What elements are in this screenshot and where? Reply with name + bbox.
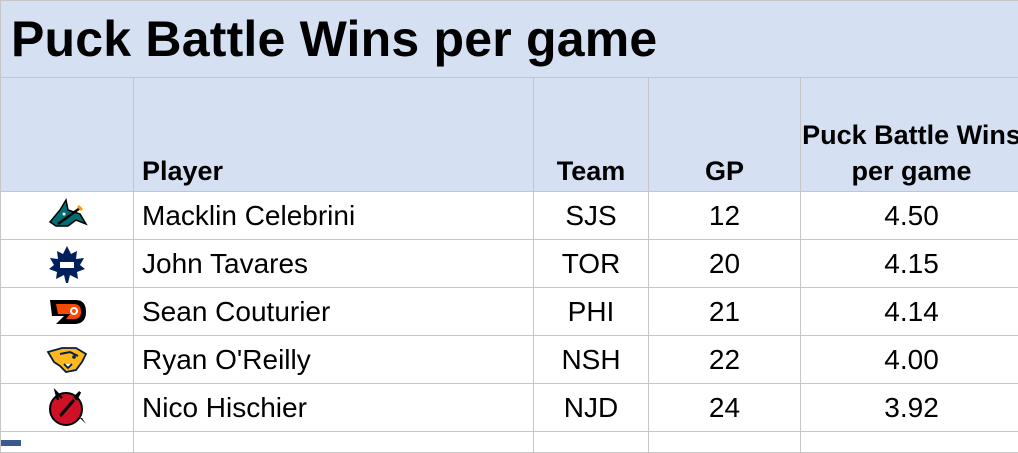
logo-cell[interactable] xyxy=(1,432,134,453)
games-played[interactable]: 22 xyxy=(649,336,801,384)
team-code[interactable]: NSH xyxy=(534,336,649,384)
puck-battle-value[interactable]: 4.15 xyxy=(801,240,1018,288)
spreadsheet: Puck Battle Wins per game Player Team GP… xyxy=(0,0,1018,436)
team-code[interactable]: TOR xyxy=(534,240,649,288)
table-row: Macklin Celebrini SJS 12 4.50 xyxy=(1,192,1018,240)
sharks-logo-icon xyxy=(46,196,88,236)
puck-battle-value[interactable]: 3.92 xyxy=(801,384,1018,432)
logo-cell[interactable] xyxy=(1,240,134,288)
partial-logo-icon xyxy=(1,440,21,446)
devils-logo-icon xyxy=(46,388,88,428)
empty-cell[interactable] xyxy=(801,432,1018,453)
empty-cell[interactable] xyxy=(649,432,801,453)
player-name[interactable]: Sean Couturier xyxy=(134,288,534,336)
puck-battle-value[interactable]: 4.00 xyxy=(801,336,1018,384)
games-played[interactable]: 24 xyxy=(649,384,801,432)
logo-cell[interactable] xyxy=(1,288,134,336)
player-name[interactable]: John Tavares xyxy=(134,240,534,288)
title-row: Puck Battle Wins per game xyxy=(1,1,1018,78)
team-code[interactable]: PHI xyxy=(534,288,649,336)
predators-logo-icon xyxy=(46,340,88,380)
table-row: John Tavares TOR 20 4.15 xyxy=(1,240,1018,288)
table-row-partial xyxy=(1,432,1018,453)
empty-cell[interactable] xyxy=(534,432,649,453)
header-gp[interactable]: GP xyxy=(649,78,801,192)
games-played[interactable]: 20 xyxy=(649,240,801,288)
table-row: Ryan O'Reilly NSH 22 4.00 xyxy=(1,336,1018,384)
table-row: Nico Hischier NJD 24 3.92 xyxy=(1,384,1018,432)
player-name[interactable]: Macklin Celebrini xyxy=(134,192,534,240)
player-name[interactable]: Ryan O'Reilly xyxy=(134,336,534,384)
table-row: Sean Couturier PHI 21 4.14 xyxy=(1,288,1018,336)
games-played[interactable]: 12 xyxy=(649,192,801,240)
header-team[interactable]: Team xyxy=(534,78,649,192)
empty-cell[interactable] xyxy=(134,432,534,453)
games-played[interactable]: 21 xyxy=(649,288,801,336)
sheet-title[interactable]: Puck Battle Wins per game xyxy=(1,1,1018,78)
logo-cell[interactable] xyxy=(1,192,134,240)
logo-cell[interactable] xyxy=(1,384,134,432)
header-player[interactable]: Player xyxy=(134,78,534,192)
header-row: Player Team GP Puck Battle Wins per game xyxy=(1,78,1018,192)
maple-leafs-logo-icon xyxy=(46,244,88,284)
player-name[interactable]: Nico Hischier xyxy=(134,384,534,432)
team-code[interactable]: NJD xyxy=(534,384,649,432)
flyers-logo-icon xyxy=(46,292,88,332)
puck-battle-value[interactable]: 4.14 xyxy=(801,288,1018,336)
team-code[interactable]: SJS xyxy=(534,192,649,240)
puck-battle-value[interactable]: 4.50 xyxy=(801,192,1018,240)
logo-cell[interactable] xyxy=(1,336,134,384)
header-logo-cell[interactable] xyxy=(1,78,134,192)
header-puck-battle-wins[interactable]: Puck Battle Wins per game xyxy=(801,78,1018,192)
